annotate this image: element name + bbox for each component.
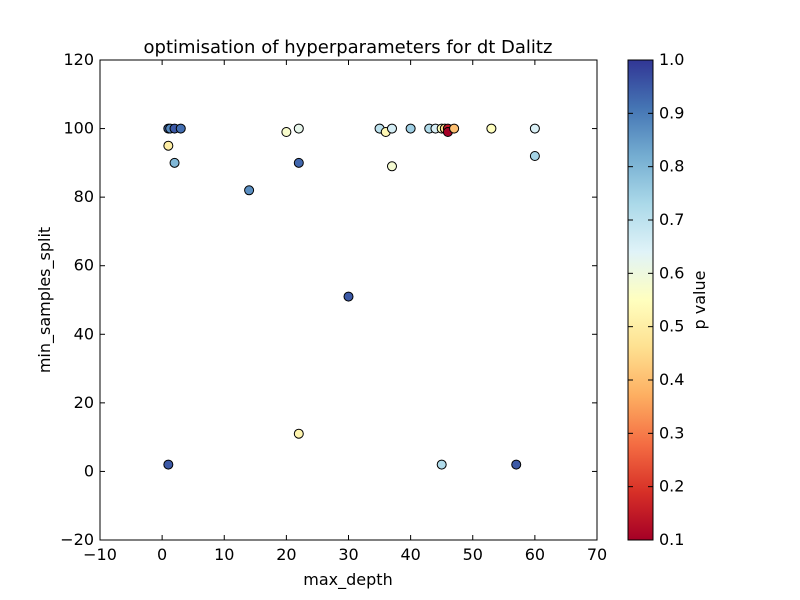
y-tick-label: 100 — [63, 119, 94, 138]
data-point — [163, 459, 174, 470]
x-tick-label: 70 — [587, 545, 607, 564]
data-point — [293, 428, 304, 439]
data-points — [163, 123, 540, 470]
colorbar-gradient — [627, 59, 654, 541]
colorbar-tick-label: 0.5 — [659, 317, 684, 336]
y-tick-label: 40 — [74, 324, 94, 343]
x-tick-label: 40 — [400, 545, 420, 564]
colorbar-tick-label: 0.9 — [659, 103, 684, 122]
y-tick-label: 20 — [74, 393, 94, 412]
x-tick-label: 20 — [276, 545, 296, 564]
data-point — [281, 127, 292, 137]
data-point — [486, 123, 497, 134]
data-point — [244, 185, 255, 196]
colorbar-tick-label: 0.7 — [659, 210, 684, 229]
y-tick-label: 0 — [84, 461, 94, 480]
x-tick-label: 60 — [525, 545, 545, 564]
colorbar: 0.1 0.2 0.3 0.4 0.5 0.6 0.7 0.8 0.9 1.0 — [627, 50, 684, 549]
data-point — [529, 123, 540, 134]
x-tick-label: 0 — [157, 545, 167, 564]
x-tick-label: −10 — [83, 545, 117, 564]
x-tick-label: 10 — [214, 545, 234, 564]
data-point — [169, 157, 180, 168]
data-point — [529, 151, 540, 161]
colorbar-tick-label: 1.0 — [659, 50, 684, 69]
colorbar-tick-label: 0.2 — [659, 477, 684, 496]
y-tick-label: 80 — [74, 187, 94, 206]
colorbar-tick-label: 0.3 — [659, 423, 684, 442]
colorbar-tick-label: 0.1 — [659, 530, 684, 549]
colorbar-tick-label: 0.8 — [659, 157, 684, 176]
data-point — [343, 291, 354, 302]
y-tick-label: −20 — [60, 530, 94, 549]
data-point — [386, 123, 397, 134]
x-axis-label: max_depth — [303, 570, 392, 590]
colorbar-tick-label: 0.4 — [659, 370, 684, 389]
data-point — [293, 157, 304, 168]
data-point — [405, 123, 416, 134]
data-point — [163, 140, 174, 151]
data-point — [293, 123, 304, 134]
data-point — [511, 459, 522, 470]
colorbar-tick-label: 0.6 — [659, 263, 684, 282]
x-tick-label: 30 — [338, 545, 358, 564]
colorbar-label: p value — [690, 271, 709, 330]
plot-axes: −10 0 10 20 30 40 50 60 70 −20 0 20 40 60 80 100 120 — [60, 50, 607, 564]
data-point — [386, 161, 397, 172]
y-tick-label: 120 — [63, 50, 94, 69]
y-axis-label: min_samples_split — [35, 227, 55, 373]
x-tick-label: 50 — [463, 545, 483, 564]
data-point — [175, 123, 186, 134]
chart-title: optimisation of hyperparameters for dt D… — [144, 37, 553, 58]
data-point — [436, 459, 447, 470]
data-point — [449, 123, 460, 134]
y-tick-label: 60 — [74, 256, 94, 275]
